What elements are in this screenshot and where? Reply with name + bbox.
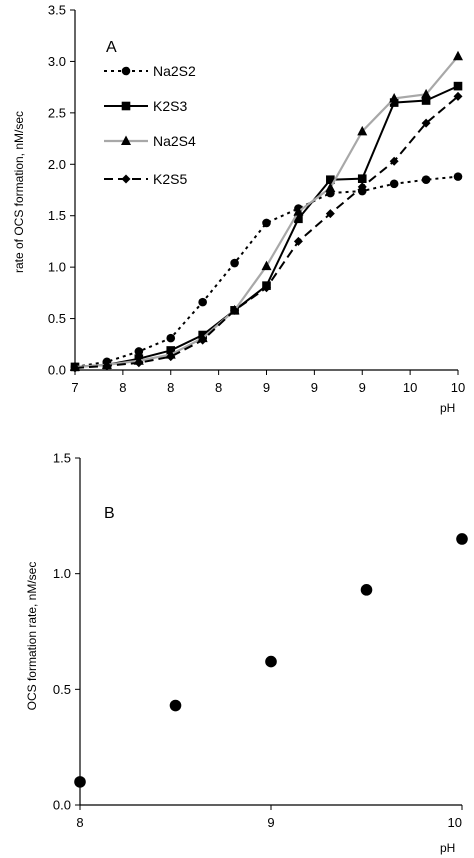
panel-a-x-tick-label: 8 — [167, 380, 174, 395]
data-point-k2s3 — [326, 175, 335, 185]
data-point-na2s2 — [262, 218, 271, 228]
data-point-na2s2 — [453, 172, 463, 181]
panel-a-x-tick-label: 8 — [119, 380, 126, 395]
chart-panel-b: B pH OCS formation rate, nM/sec 0.0 0.5 1.… — [25, 451, 468, 855]
panel-a-y-tick-label: 2.5 — [48, 105, 66, 120]
panel-a-label: A — [106, 39, 117, 56]
data-point-k2s5 — [389, 156, 399, 166]
data-point-na2s2 — [198, 297, 207, 307]
data-point-na2s2 — [166, 333, 176, 343]
panel-a-x-tick-label: 10 — [403, 380, 417, 395]
panel-a-y-tick-label: 0.5 — [48, 311, 66, 326]
panel-a-y-tick-label: 3.0 — [48, 54, 66, 69]
panel-b-x-tick-label: 9 — [267, 815, 274, 830]
data-point-k2s5 — [421, 118, 431, 128]
data-point-na2s4 — [453, 50, 463, 61]
data-point-k2s5 — [325, 209, 335, 219]
legend-marker-na2s4 — [121, 135, 131, 145]
scatter-point — [169, 699, 182, 712]
panel-a-y-tick-label: 0.0 — [48, 363, 66, 378]
legend-label-na2s2: Na2S2 — [153, 63, 196, 79]
panel-a-x-tick-label: 9 — [311, 380, 318, 395]
legend-marker-k2s3 — [121, 101, 131, 111]
chart-panel-a: A pH rate of OCS formation, nM/sec 0.0 0.… — [12, 3, 465, 416]
data-point-na2s4 — [357, 125, 368, 136]
panel-b-x-tick-label: 10 — [448, 815, 462, 830]
data-point-na2s4 — [421, 88, 432, 99]
panel-b-y-tick-label: 0.0 — [53, 798, 71, 813]
legend-marker-k2s5 — [121, 174, 131, 184]
scatter-point — [360, 584, 373, 596]
scatter-point — [74, 776, 86, 788]
panel-b-x-tick-label: 8 — [76, 815, 83, 830]
data-point-k2s5 — [166, 352, 176, 362]
panel-a-x-axis-title: pH — [440, 401, 455, 415]
legend-label-k2s5: K2S5 — [153, 171, 187, 187]
panel-a-x-tick-label: 7 — [71, 380, 78, 395]
panel-b-x-axis-title: pH — [440, 841, 455, 855]
panel-a-y-axis-title: rate of OCS formation, nM/sec — [12, 111, 26, 273]
data-point-k2s3 — [294, 214, 303, 224]
panel-a-y-tick-label: 1.5 — [48, 208, 66, 223]
scatter-point — [265, 655, 277, 668]
data-point-na2s4 — [325, 182, 336, 192]
data-point-k2s5 — [198, 335, 208, 345]
series-line-na2s2 — [74, 175, 459, 368]
panel-b-y-tick-label: 1.5 — [53, 451, 71, 466]
data-point-na2s4 — [293, 206, 304, 216]
data-point-na2s4 — [261, 260, 272, 271]
data-point-k2s5 — [357, 182, 367, 192]
data-point-k2s5 — [262, 283, 271, 293]
data-point-na2s2 — [134, 347, 144, 356]
panel-b-y-tick-label: 1.0 — [53, 566, 71, 581]
data-point-k2s5 — [134, 358, 144, 368]
data-point-na2s4 — [389, 92, 400, 103]
panel-a-x-tick-label: 10 — [451, 380, 465, 395]
panel-b-label: B — [104, 505, 115, 522]
data-point-k2s3 — [389, 98, 399, 107]
data-point-na2s2 — [421, 175, 431, 185]
data-point-k2s5 — [293, 236, 303, 246]
panel-b-y-tick-label: 0.5 — [53, 682, 71, 697]
legend-marker-na2s2 — [121, 66, 131, 76]
data-point-na2s2 — [389, 179, 399, 189]
data-point-na2s2 — [230, 258, 239, 268]
data-point-k2s5 — [70, 363, 80, 373]
panel-a-y-tick-label: 2.0 — [48, 157, 66, 172]
panel-a-y-tick-label: 1.0 — [48, 260, 66, 275]
legend-label-na2s4: Na2S4 — [153, 133, 196, 149]
series-line-k2s5 — [74, 95, 459, 369]
data-point-k2s5 — [102, 361, 112, 371]
panel-a-x-tick-label: 9 — [359, 380, 366, 395]
panel-a-x-tick-label: 8 — [215, 380, 222, 395]
data-point-k2s3 — [357, 174, 367, 183]
panel-a-y-tick-label: 3.5 — [48, 3, 66, 18]
panel-a-legend: Na2S2 K2S3 Na2S4 K2S5 — [104, 63, 196, 187]
scatter-point — [456, 533, 468, 545]
legend-label-k2s3: K2S3 — [153, 98, 187, 114]
data-point-k2s5 — [230, 305, 240, 315]
data-point-k2s5 — [453, 91, 463, 101]
data-point-k2s3 — [421, 96, 431, 105]
panel-b-y-axis-title: OCS formation rate, nM/sec — [25, 562, 39, 711]
data-point-k2s3 — [453, 81, 463, 91]
panel-a-x-tick-label: 9 — [263, 380, 270, 395]
